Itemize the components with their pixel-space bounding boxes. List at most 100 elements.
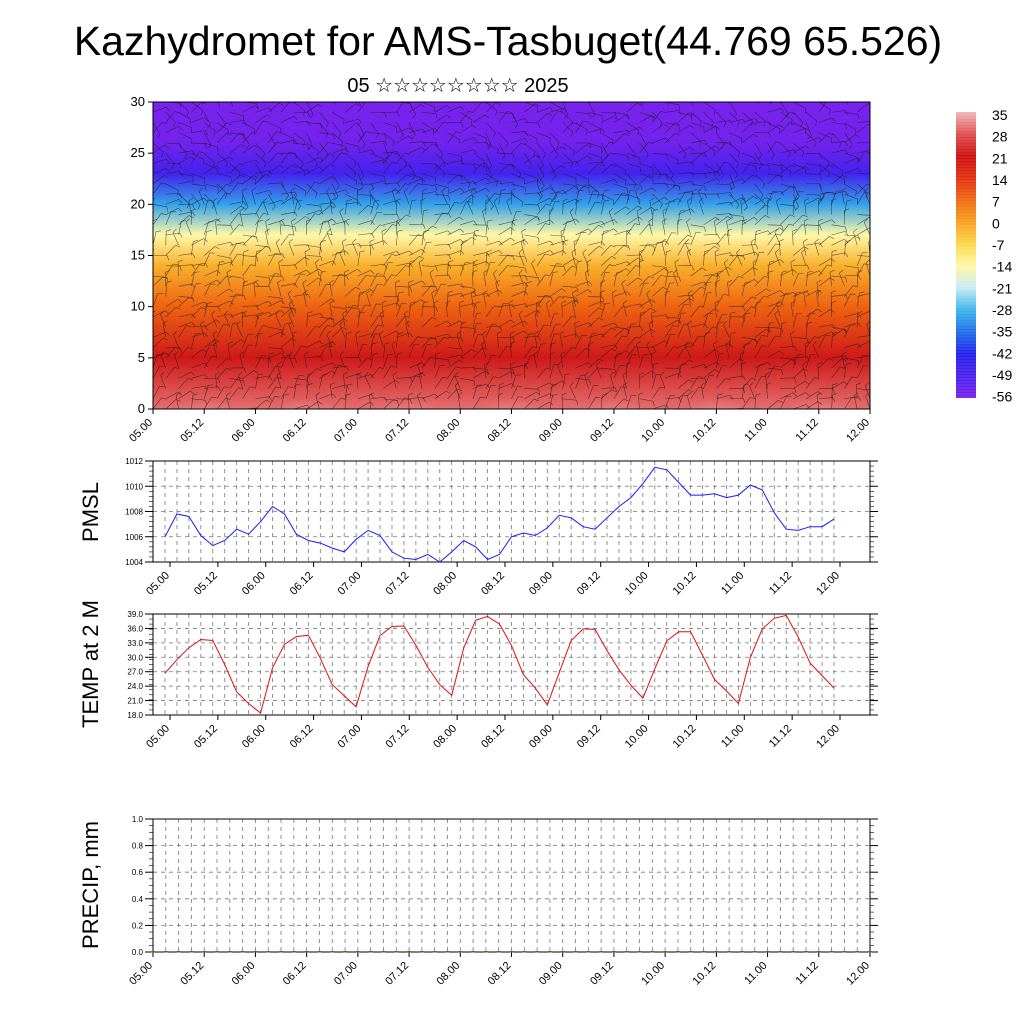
x-tick-label: 06.00 — [240, 570, 268, 598]
x-tick-label: 06.00 — [230, 960, 258, 988]
x-tick-label: 09.00 — [527, 570, 555, 598]
precip-bar — [330, 951, 335, 953]
precip-bar — [842, 951, 847, 953]
precip-bar — [151, 951, 155, 953]
chart-subtitle: 05 ☆☆☆☆☆☆☆☆ 2025 — [347, 75, 569, 97]
y-tick-label: 0.0 — [132, 948, 144, 957]
y-tick-label: 30 — [131, 94, 145, 109]
y-tick-label: 0.4 — [132, 895, 144, 904]
precip-bar — [394, 951, 399, 953]
y-axis-title: PRECIP, mm — [78, 821, 103, 949]
x-tick-label: 09.00 — [537, 417, 565, 445]
precip-bar — [266, 951, 271, 953]
y-tick-label: 1012 — [125, 457, 143, 466]
wind-barbs — [153, 102, 870, 409]
y-tick-label: 0 — [138, 401, 145, 416]
temp-line — [164, 614, 835, 714]
y-tick-label: 1010 — [125, 482, 143, 491]
precip-bar — [407, 951, 412, 953]
x-tick-label: 10.00 — [623, 723, 651, 751]
x-tick-label: 05.12 — [178, 417, 206, 445]
y-tick-label: 10 — [131, 299, 145, 314]
x-tick-label: 05.00 — [127, 417, 155, 445]
y-tick-label: 1006 — [125, 533, 143, 542]
precip-bar — [227, 951, 232, 953]
precip-bar — [458, 951, 463, 953]
x-tick-label: 07.12 — [383, 417, 411, 445]
colorbar-label: -7 — [992, 237, 1005, 253]
x-tick-label: 10.12 — [671, 570, 699, 598]
x-tick-label: 07.12 — [383, 723, 411, 751]
y-tick-label: 20 — [131, 196, 145, 211]
precip-bar — [624, 951, 629, 953]
x-tick-label: 10.12 — [691, 960, 719, 988]
x-tick-label: 05.12 — [192, 570, 220, 598]
x-tick-label: 08.12 — [479, 570, 507, 598]
x-tick-label: 07.12 — [383, 960, 411, 988]
x-tick-label: 12.00 — [844, 960, 872, 988]
precip-bar — [215, 951, 220, 953]
precip-bar — [432, 951, 437, 953]
precip-bar — [535, 951, 540, 953]
colorbar-label: 21 — [992, 150, 1008, 166]
x-tick-label: 08.12 — [486, 417, 514, 445]
x-tick-label: 11.00 — [742, 417, 769, 444]
y-tick-label: 27.0 — [127, 668, 143, 677]
cross-section-heatmap: 0 5 10 15 20 25 30 05.00 05.12 06.00 06.12 07.00 07.… — [127, 94, 872, 445]
colorbar-label: -35 — [992, 324, 1012, 340]
pmsl-line — [164, 466, 835, 563]
precip-bar — [240, 951, 245, 953]
colorbar-label: -49 — [992, 367, 1012, 383]
precip-bar — [611, 951, 616, 953]
colorbar-label: 28 — [992, 129, 1008, 145]
y-tick-label: 0.8 — [132, 842, 144, 851]
x-tick-label: 05.00 — [144, 723, 172, 751]
precip-bar — [496, 951, 501, 953]
precip-bar — [739, 951, 744, 953]
pmsl-chart: 1004 1006 1008 1010 1012 05.00 05.12 06.00 06.12… — [78, 457, 878, 598]
y-tick-label: 36.0 — [127, 624, 143, 633]
precip-bar — [803, 951, 808, 953]
precip-bar — [343, 951, 348, 953]
precip-bar — [202, 951, 207, 953]
y-tick-label: 33.0 — [127, 639, 143, 648]
colorbar-label: -56 — [992, 389, 1012, 405]
precip-bar — [163, 951, 168, 953]
precip-bar — [599, 951, 604, 953]
precip-bar — [855, 951, 860, 953]
x-tick-label: 08.00 — [434, 960, 462, 988]
colorbar-label: -28 — [992, 302, 1012, 318]
y-axis-title: PMSL — [78, 482, 103, 542]
precip-bar — [637, 951, 642, 953]
precip-bar — [368, 951, 373, 953]
colorbar-gradient — [956, 112, 976, 398]
x-tick-label: 09.00 — [537, 960, 565, 988]
x-tick-label: 11.12 — [767, 570, 794, 597]
precip-bar — [445, 951, 450, 953]
precip-bar — [688, 951, 693, 953]
colorbar-label: -14 — [992, 259, 1012, 275]
precip-bar — [471, 951, 476, 953]
x-tick-label: 08.12 — [479, 723, 507, 751]
colorbar-label: 7 — [992, 194, 1000, 210]
y-tick-label: 24.0 — [127, 682, 143, 691]
precip-bar — [650, 951, 655, 953]
x-tick-label: 10.12 — [671, 723, 699, 751]
temp2m-chart: 18.0 21.0 24.0 27.0 30.0 33.0 36.0 39.0 05.00 05.… — [78, 600, 878, 751]
precip-bar — [509, 951, 514, 953]
x-tick-label: 11.12 — [794, 960, 821, 987]
x-tick-label: 08.00 — [431, 570, 459, 598]
precip-bar — [573, 951, 578, 953]
y-tick-label: 21.0 — [127, 697, 143, 706]
colorbar-label: -21 — [992, 280, 1012, 296]
x-tick-label: 08.00 — [431, 723, 459, 751]
precip-bar — [355, 951, 360, 953]
precip-bar — [304, 951, 309, 953]
precip-bar — [176, 951, 181, 953]
x-tick-label: 09.12 — [588, 960, 616, 988]
precip-bar — [560, 951, 565, 953]
x-tick-label: 09.00 — [527, 723, 555, 751]
x-tick-label: 11.00 — [719, 570, 746, 597]
y-tick-label: 39.0 — [127, 610, 143, 619]
x-tick-label: 11.12 — [767, 723, 794, 750]
